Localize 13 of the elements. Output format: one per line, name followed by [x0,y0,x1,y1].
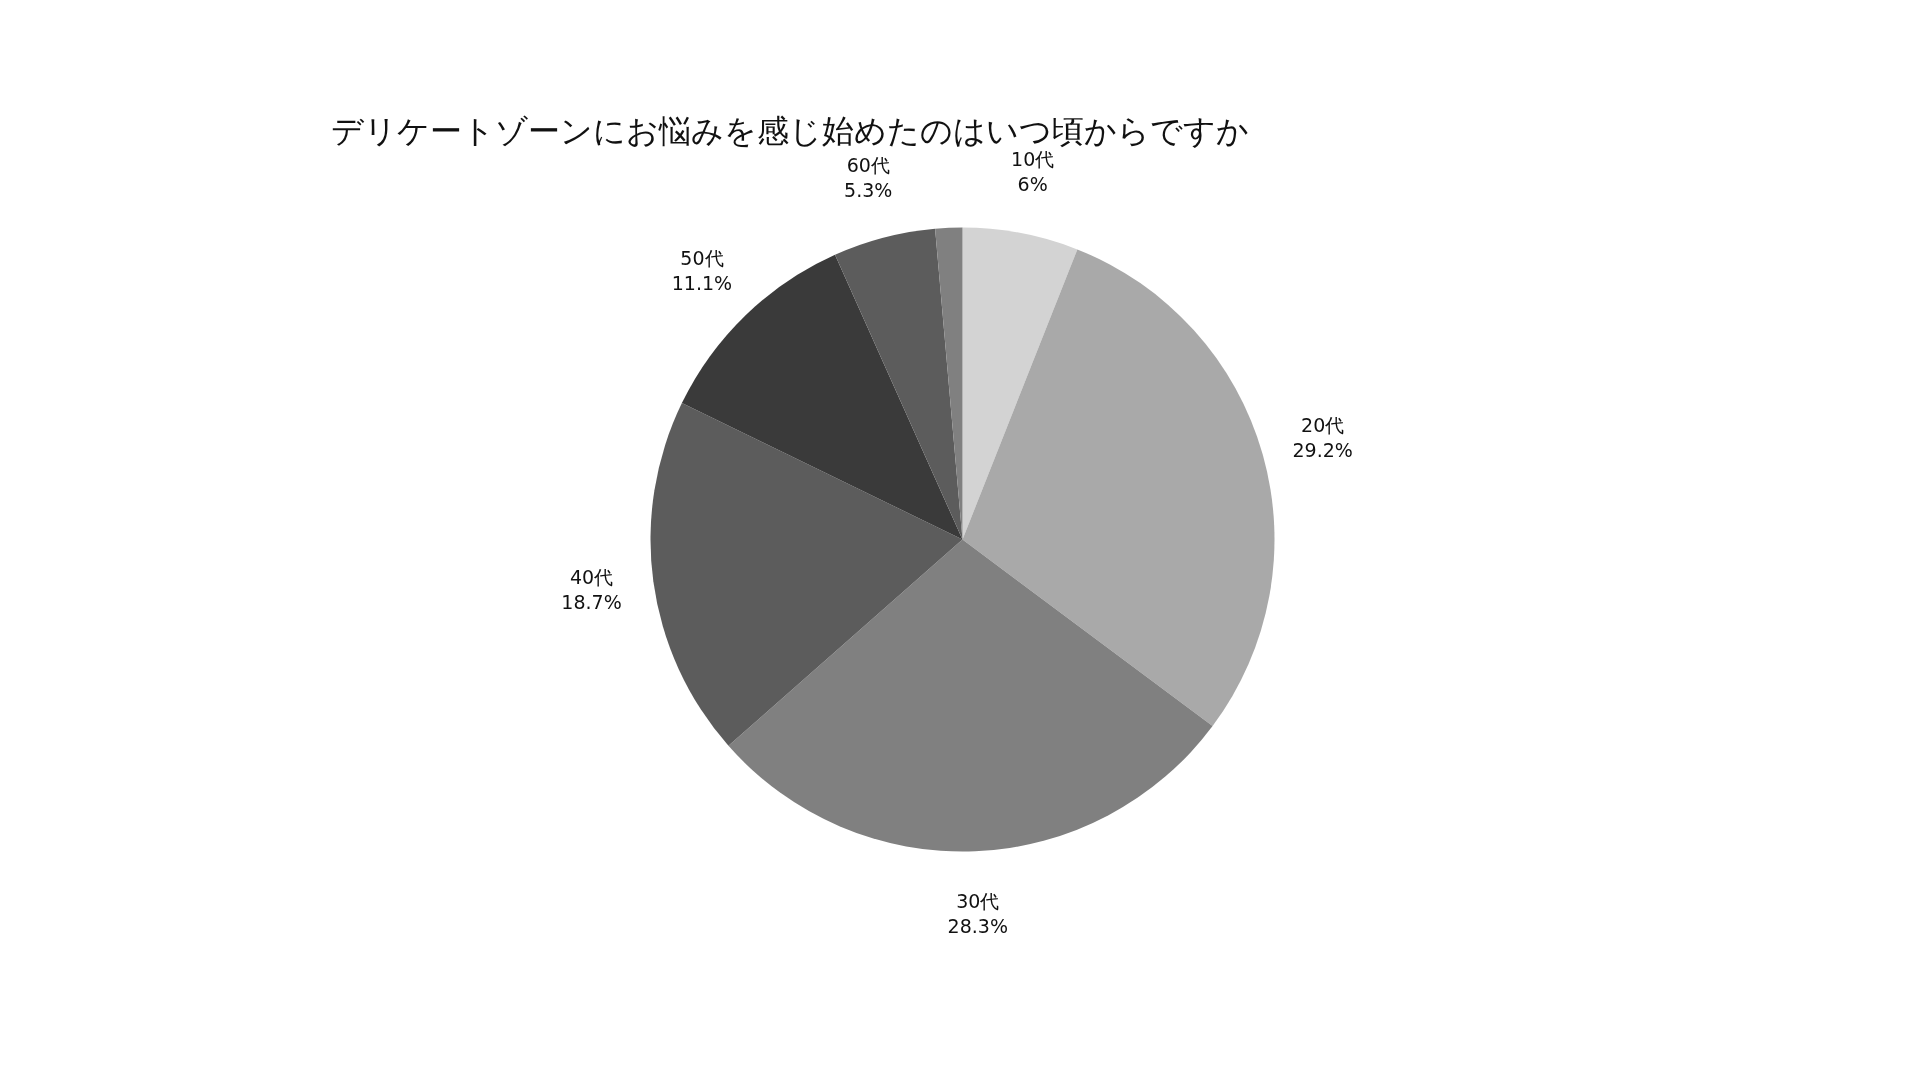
slice-label: 30代 [956,890,1000,913]
chart-title: デリケートゾーンにお悩みを感じ始めたのはいつ頃からですか [330,111,1249,150]
data-label: 29.2% [1292,438,1353,461]
data-label: 11.1% [671,272,733,295]
slice-label: 40代 [569,566,614,589]
data-label: 6% [1017,173,1048,196]
data-label: 5.3% [844,178,893,201]
data-label: 18.7% [561,591,622,614]
slice-label: 10代 [1011,148,1055,171]
data-label: 28.3% [947,915,1008,938]
slice-label: 50代 [680,247,724,270]
slice-label: 60代 [846,153,890,176]
slice-label: 20代 [1301,413,1345,436]
